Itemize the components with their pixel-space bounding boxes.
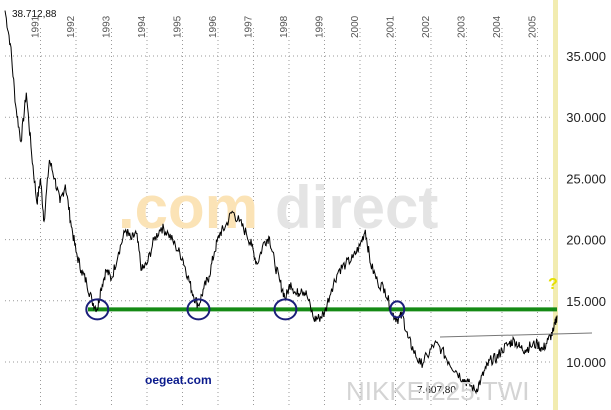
x-tick-label-5: 1996 — [208, 15, 219, 38]
min-value-label: 7.607,80 — [417, 385, 456, 396]
grid — [5, 28, 557, 408]
y-tick-label-0: 10.000 — [566, 355, 606, 370]
y-tick-label-1: 15.000 — [566, 294, 606, 309]
y-tick-label-5: 35.000 — [566, 49, 606, 64]
x-tick-label-4: 1995 — [172, 15, 183, 38]
symbol-label: NIKKEI225.TWI — [346, 376, 530, 406]
credit-text: oegeat.com — [145, 373, 212, 387]
current-level-line — [439, 332, 593, 338]
x-tick-label-11: 2002 — [421, 15, 432, 38]
y-tick-label-4: 30.000 — [566, 110, 606, 125]
support-circle-2 — [273, 298, 298, 321]
x-tick-label-7: 1998 — [279, 15, 290, 38]
support-circle-1 — [186, 298, 211, 321]
x-tick-label-14: 2005 — [527, 15, 538, 38]
x-axis-ticks: 1991 1992 1993 1994 1995 1996 1997 1998 1999 2000… — [30, 15, 538, 38]
current-period-marker — [553, 0, 558, 410]
x-tick-label-10: 2001 — [385, 15, 396, 38]
question-mark: ? — [548, 276, 558, 293]
watermark-com: .com — [118, 174, 258, 241]
x-tick-label-9: 2000 — [350, 15, 361, 38]
x-tick-label-0: 1991 — [30, 15, 41, 38]
x-tick-label-8: 1999 — [314, 15, 325, 38]
support-circle-3 — [389, 300, 406, 319]
y-tick-label-6: 40.000 — [566, 0, 606, 3]
x-tick-label-2: 1993 — [101, 15, 112, 38]
support-circle-0 — [85, 298, 110, 321]
x-tick-label-12: 2003 — [456, 15, 467, 38]
y-tick-label-3: 25.000 — [566, 171, 606, 186]
y-axis-ticks: 10.000 15.000 20.000 25.000 30.000 35.000 40.0… — [566, 0, 606, 370]
x-tick-label-6: 1997 — [243, 15, 254, 38]
series-line — [4, 10, 558, 395]
x-tick-label-1: 1992 — [66, 15, 77, 38]
support-circles — [85, 298, 406, 321]
y-tick-label-2: 20.000 — [566, 233, 606, 248]
max-value-label: 38.712,88 — [12, 9, 57, 20]
x-tick-label-13: 2004 — [492, 15, 503, 38]
watermark-direct: direct — [275, 174, 438, 241]
x-tick-label-3: 1994 — [137, 15, 148, 38]
